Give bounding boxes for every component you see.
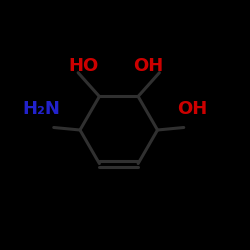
Text: HO: HO — [68, 57, 99, 75]
Text: OH: OH — [134, 57, 164, 75]
Text: OH: OH — [178, 100, 208, 118]
Text: H₂N: H₂N — [22, 100, 60, 118]
